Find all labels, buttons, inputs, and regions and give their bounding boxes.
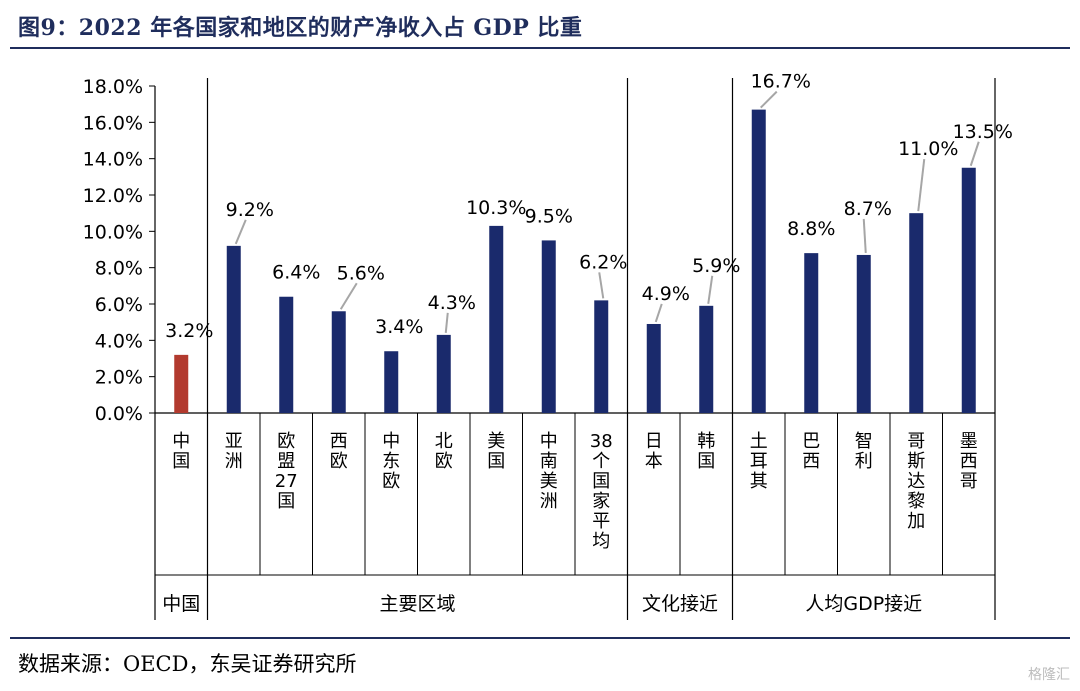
data-label: 4.9% [642,283,690,305]
bar [436,334,451,413]
y-tick-label: 8.0% [95,258,143,280]
group-label: 人均GDP接近 [805,593,922,615]
data-label: 8.8% [787,218,835,240]
bar [541,240,556,413]
bar-chart: 0.0% 2.0% 4.0% 6.0% 8.0% 10.0% 12.0% 14.0% 16.0%… [83,71,1013,620]
data-label-leader [598,272,605,299]
bar [646,323,661,413]
category-label: 美国 [487,431,505,472]
data-label-leader [862,218,867,254]
y-tick-label: 12.0% [83,185,143,207]
category-label: 哥斯达黎加 [907,431,925,532]
y-tick-label: 4.0% [95,330,143,352]
data-label: 10.3% [466,197,526,219]
category-label: 38 个国家平均 [590,431,613,552]
data-label: 8.7% [844,198,892,220]
group-label: 主要区域 [379,593,455,615]
source-note: 数据来源：OECD，东吴证券研究所 [18,652,357,676]
category-label: 中东欧 [382,431,400,492]
data-label-leader [654,303,663,323]
data-label: 4.3% [428,292,476,314]
bar [804,253,819,413]
bar [909,213,924,413]
bar [961,167,976,413]
y-tick-label: 18.0% [83,76,143,98]
category-label: 土耳其 [750,431,768,492]
y-tick-label: 14.0% [83,149,143,171]
category-label: 亚洲 [225,431,243,472]
data-label-leader [969,141,980,167]
y-tick-label: 10.0% [83,221,143,243]
data-label: 16.7% [751,71,811,93]
data-label-leader [234,219,247,245]
category-label: 中国 [172,431,190,472]
category-label: 墨西哥 [960,431,978,492]
top-rule [10,47,1070,49]
category-label: 欧盟 27 国 [275,431,298,512]
y-tick-label: 2.0% [95,367,143,389]
y-tick-label: 16.0% [83,112,143,134]
category-label: 韩国 [697,431,715,472]
watermark: 格隆汇 [1028,667,1070,683]
data-label: 9.5% [525,205,573,227]
y-tick-label: 6.0% [95,294,143,316]
data-label: 3.2% [165,320,213,342]
bar [594,300,609,413]
category-label: 日本 [645,431,663,472]
bar [856,254,871,413]
data-label: 13.5% [953,121,1013,143]
group-label: 文化接近 [642,593,718,615]
bar [751,109,766,413]
data-label-leader [917,159,926,212]
data-label: 5.6% [337,262,385,284]
figure-title: 图9：2022 年各国家和地区的财产净收入占 GDP 比重 [18,15,583,41]
bar [226,245,241,413]
data-label: 6.2% [579,251,627,273]
data-label: 5.9% [692,255,740,277]
bar [384,351,399,413]
bar [279,296,294,413]
data-label-leader [339,282,358,310]
bar [331,311,346,413]
category-label: 北欧 [435,431,453,472]
category-label: 巴西 [802,431,820,472]
category-label: 西欧 [330,431,348,472]
data-label: 3.4% [375,316,423,338]
category-label: 智利 [855,431,873,472]
data-label: 11.0% [898,138,958,160]
bottom-rule [10,637,1070,639]
bar [699,305,714,413]
bar [174,354,189,413]
data-label-leader [707,275,714,304]
data-label: 9.2% [226,199,274,221]
category-label: 中南美洲 [540,431,558,512]
data-label-leader [760,90,778,109]
y-tick-label: 0.0% [95,403,143,425]
data-label-leader [444,312,449,333]
group-label: 中国 [162,593,200,615]
data-label: 6.4% [272,262,320,284]
bar [489,225,504,413]
